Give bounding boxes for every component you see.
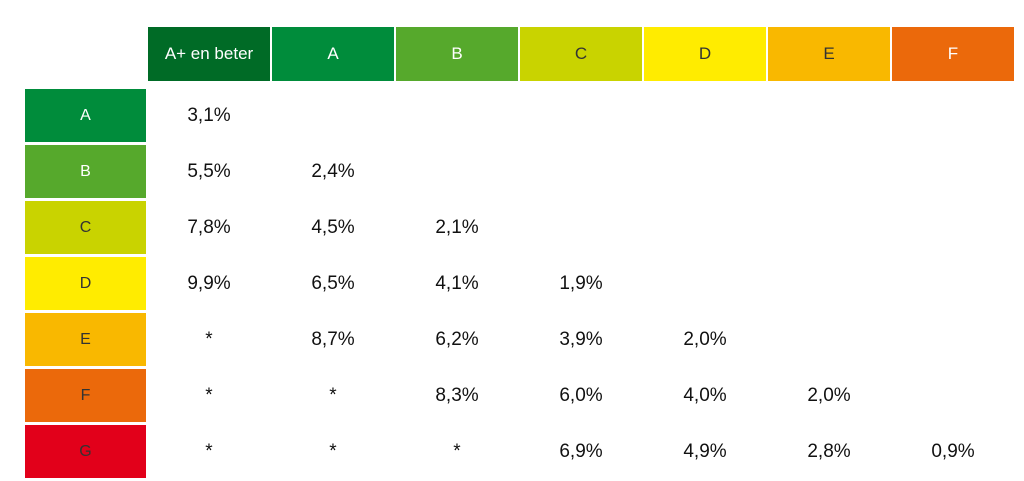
column-header: F [892,27,1014,81]
column-header: C [520,27,642,81]
value-cell: 4,1% [435,272,479,294]
value-cell: 3,1% [187,104,231,126]
column-header: E [768,27,890,81]
value-cell: 6,2% [435,328,479,350]
value-cell: 8,7% [311,328,355,350]
value-cell: * [205,440,213,462]
value-cell: 6,9% [559,440,603,462]
value-cell: 2,0% [683,328,727,350]
row-header: E [25,313,146,366]
value-cell: 4,5% [311,216,355,238]
row-header: C [25,201,146,254]
value-cell: 9,9% [187,272,231,294]
value-cell: 2,1% [435,216,479,238]
row-header: A [25,89,146,142]
value-cell: 2,0% [807,384,851,406]
value-cell: * [329,440,337,462]
value-cell: 2,4% [311,160,355,182]
value-cell: * [329,384,337,406]
value-cell: 6,0% [559,384,603,406]
value-cell: 4,9% [683,440,727,462]
value-cell: 2,8% [807,440,851,462]
value-cell: 3,9% [559,328,603,350]
column-header: D [644,27,766,81]
value-cell: 0,9% [931,440,975,462]
column-header: A [272,27,394,81]
row-header: B [25,145,146,198]
value-cell: * [205,328,213,350]
column-header: B [396,27,518,81]
value-cell: 1,9% [559,272,603,294]
row-header: G [25,425,146,478]
value-cell: 7,8% [187,216,231,238]
value-cell: 8,3% [435,384,479,406]
value-cell: 6,5% [311,272,355,294]
row-header: D [25,257,146,310]
row-header: F [25,369,146,422]
value-cell: * [453,440,461,462]
value-cell: * [205,384,213,406]
value-cell: 5,5% [187,160,231,182]
value-cell: 4,0% [683,384,727,406]
column-header: A+ en beter [148,27,270,81]
